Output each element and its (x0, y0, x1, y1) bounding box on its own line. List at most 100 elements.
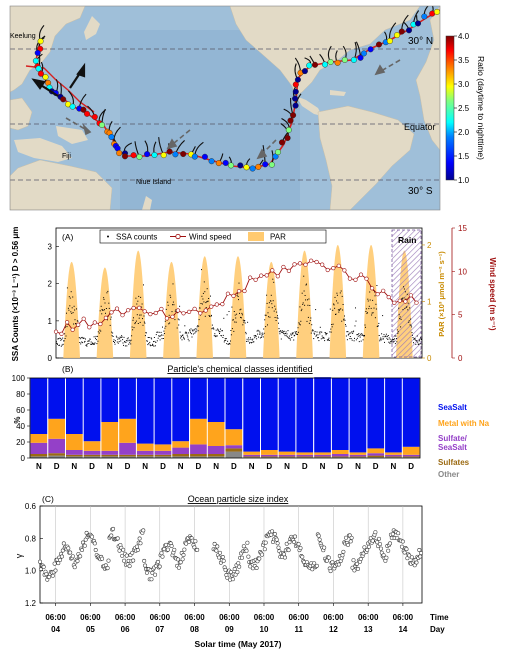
ssa-point (230, 330, 232, 331)
ssa-point (182, 334, 184, 336)
colorbar-tick-label: 3.5 (458, 56, 470, 65)
size-index-point (316, 533, 321, 538)
ssa-point (247, 321, 249, 323)
x-tick-label: N (249, 462, 255, 471)
ssa-point (352, 332, 354, 334)
bar-seasalt (119, 378, 136, 419)
bar-other (119, 456, 136, 458)
ssa-point (211, 324, 213, 326)
wind-point (231, 293, 236, 299)
wind-point (408, 293, 414, 298)
size-index-point (362, 545, 367, 550)
size-index-point (373, 530, 378, 535)
ssa-point (114, 341, 115, 343)
par-day-6 (229, 256, 247, 358)
ssa-point (65, 326, 66, 328)
ssa-point (302, 302, 304, 304)
ssa-point (366, 312, 368, 314)
ssa-point (113, 339, 115, 341)
ssa-point (104, 309, 105, 311)
ssa-point (180, 337, 182, 339)
ssa-point (329, 308, 331, 310)
ssa-point (149, 344, 151, 346)
size-index-point (404, 547, 409, 552)
wind-point (264, 273, 269, 278)
ssa-point (414, 338, 416, 339)
ssa-point (79, 342, 81, 343)
wind-point (386, 295, 391, 300)
ssa-point (412, 334, 413, 336)
bar-sulfates (296, 456, 314, 458)
wind-point (253, 277, 258, 282)
ssa-point (363, 335, 365, 337)
size-index-point (287, 540, 292, 545)
size-index-point (214, 548, 219, 553)
panel-a-ylabel-par: PAR (×10³ μmol m⁻² s⁻¹) (437, 251, 446, 337)
ssa-point (217, 328, 219, 330)
ssa-point (105, 308, 107, 309)
ssa-point (300, 310, 302, 312)
wind-point (164, 316, 169, 321)
ssa-point (255, 335, 257, 336)
ssa-point (90, 343, 92, 345)
ssa-point (64, 338, 66, 339)
bar-metal-with-na (172, 441, 189, 448)
ssa-point (69, 305, 71, 307)
bar-metal-with-na (83, 441, 101, 451)
panel-b-label: (B) (62, 364, 74, 374)
ssa-point (188, 340, 190, 342)
ssa-point (256, 338, 258, 340)
size-index-point (159, 551, 164, 556)
size-index-point (409, 555, 414, 560)
ssa-point (218, 329, 220, 331)
ssa-point (330, 328, 332, 330)
ssa-point (188, 332, 190, 334)
day-tick-label: 08 (190, 625, 199, 634)
size-index-point (215, 544, 220, 549)
legend-sulfates: Sulfates (438, 458, 470, 467)
size-index-point (282, 555, 287, 560)
ssa-point (416, 335, 418, 337)
ssa-point (419, 339, 421, 341)
ssa-point (394, 338, 395, 340)
ssa-point (184, 332, 186, 334)
ssa-point (245, 333, 247, 335)
ssa-point (202, 292, 204, 294)
ssa-point (305, 284, 307, 286)
ssa-point (107, 290, 109, 292)
size-index-point (358, 557, 363, 561)
ssa-point (189, 330, 191, 332)
ssa-point (113, 341, 114, 342)
size-index-point (272, 532, 277, 536)
ssa-point (149, 341, 151, 343)
ssa-point (396, 341, 398, 343)
bar-sulfates (225, 448, 243, 452)
ssa-point (392, 341, 394, 343)
bar-seasalt (278, 378, 296, 452)
ssa-point (158, 331, 160, 333)
ssa-point (66, 287, 68, 289)
ssa-point (61, 344, 63, 346)
ssa-point (338, 311, 340, 313)
ssa-point (319, 333, 321, 335)
label-30n: 30° N (408, 36, 433, 47)
ssa-point (99, 329, 101, 331)
wind-point (364, 276, 369, 281)
ssa-point (163, 330, 165, 332)
ssa-point (226, 343, 228, 345)
ssa-point (61, 338, 63, 340)
size-index-point (50, 573, 55, 578)
sample-point (357, 54, 364, 61)
ssa-point (287, 336, 288, 338)
ssa-point (237, 293, 239, 295)
ssa-point (252, 338, 254, 340)
ssa-point (277, 315, 278, 317)
size-index-point (310, 567, 315, 572)
sample-point (301, 68, 308, 75)
y-tick-label: 40 (16, 422, 25, 431)
label-equator: Equator (404, 122, 436, 132)
ssa-point (62, 337, 64, 339)
ssa-point (139, 321, 141, 323)
ssa-point (303, 290, 305, 292)
sample-point (421, 13, 428, 20)
